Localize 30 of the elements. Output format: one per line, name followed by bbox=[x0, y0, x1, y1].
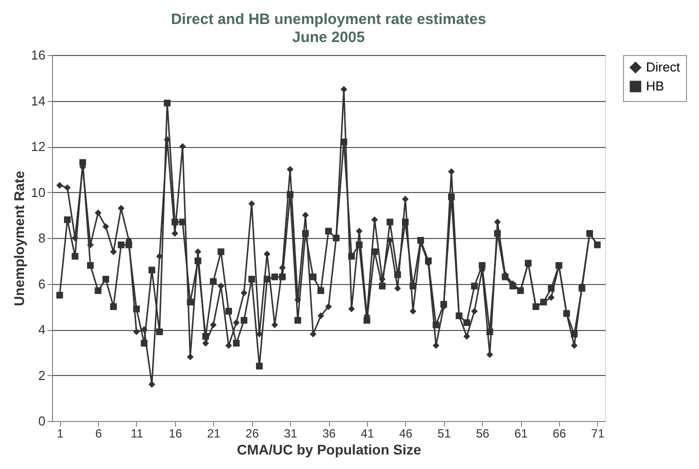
legend-label: HB bbox=[646, 78, 664, 94]
x-tick-label: 31 bbox=[284, 426, 298, 440]
x-tick-label: 46 bbox=[399, 426, 413, 440]
x-tick-label: 36 bbox=[322, 426, 336, 440]
x-tick-label: 26 bbox=[246, 426, 260, 440]
chart-subtitle: June 2005 bbox=[292, 29, 365, 46]
y-tick-label: 16 bbox=[31, 48, 46, 62]
x-tick-label: 51 bbox=[438, 426, 452, 440]
x-tick-label: 1 bbox=[56, 426, 64, 440]
y-tick-label: 10 bbox=[31, 184, 46, 200]
x-tick-label: 21 bbox=[207, 426, 221, 440]
x-tick-label: 71 bbox=[591, 426, 605, 440]
legend-label: Direct bbox=[646, 60, 680, 74]
y-tick-label: 2 bbox=[38, 368, 46, 383]
y-axis-title: Unemployment Rate bbox=[11, 170, 28, 306]
x-tick-label: 66 bbox=[552, 426, 566, 440]
x-tick-label: 16 bbox=[168, 426, 182, 440]
x-axis-title: CMA/UC by Population Size bbox=[236, 442, 422, 458]
y-tick-label: 8 bbox=[38, 230, 46, 246]
chart-title: Direct and HB unemployment rate estimates bbox=[170, 11, 486, 28]
x-tick-label: 41 bbox=[360, 426, 374, 440]
x-tick-label: 11 bbox=[130, 426, 144, 440]
y-tick-label: 4 bbox=[38, 322, 46, 337]
x-tick-label: 61 bbox=[514, 426, 528, 440]
x-tick-label: 56 bbox=[476, 426, 490, 440]
y-tick-label: 12 bbox=[31, 139, 46, 154]
x-tick-label: 6 bbox=[95, 426, 102, 440]
y-tick-label: 6 bbox=[38, 276, 46, 292]
y-tick-label: 14 bbox=[31, 93, 46, 108]
y-tick-label: 0 bbox=[38, 414, 46, 428]
